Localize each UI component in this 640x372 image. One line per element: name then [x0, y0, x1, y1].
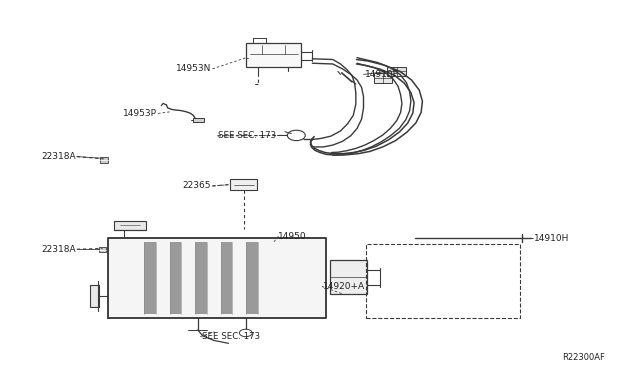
FancyBboxPatch shape — [114, 221, 146, 230]
Polygon shape — [170, 242, 181, 314]
Polygon shape — [246, 242, 258, 314]
FancyBboxPatch shape — [99, 247, 106, 252]
Polygon shape — [108, 238, 326, 318]
Text: 14910F: 14910F — [365, 70, 399, 79]
Text: 14920+A: 14920+A — [323, 282, 365, 291]
Text: 14953N: 14953N — [176, 64, 211, 73]
Text: 14950: 14950 — [278, 232, 307, 241]
FancyBboxPatch shape — [193, 118, 204, 122]
Text: 14910H: 14910H — [534, 234, 570, 243]
FancyBboxPatch shape — [230, 179, 257, 190]
Text: 22318A: 22318A — [41, 152, 76, 161]
FancyBboxPatch shape — [330, 260, 367, 294]
Text: SEE SEC. 173: SEE SEC. 173 — [202, 332, 260, 341]
Text: 14953P: 14953P — [123, 109, 157, 118]
FancyBboxPatch shape — [246, 43, 301, 67]
FancyBboxPatch shape — [387, 67, 406, 76]
Polygon shape — [221, 242, 232, 314]
Text: SEE SEC. 173: SEE SEC. 173 — [218, 131, 276, 140]
FancyBboxPatch shape — [100, 157, 108, 163]
Text: R22300AF: R22300AF — [562, 353, 605, 362]
FancyBboxPatch shape — [374, 73, 392, 83]
Polygon shape — [195, 242, 207, 314]
FancyBboxPatch shape — [90, 285, 99, 307]
Text: 22365: 22365 — [182, 182, 211, 190]
Text: 22318A: 22318A — [41, 245, 76, 254]
Polygon shape — [144, 242, 156, 314]
